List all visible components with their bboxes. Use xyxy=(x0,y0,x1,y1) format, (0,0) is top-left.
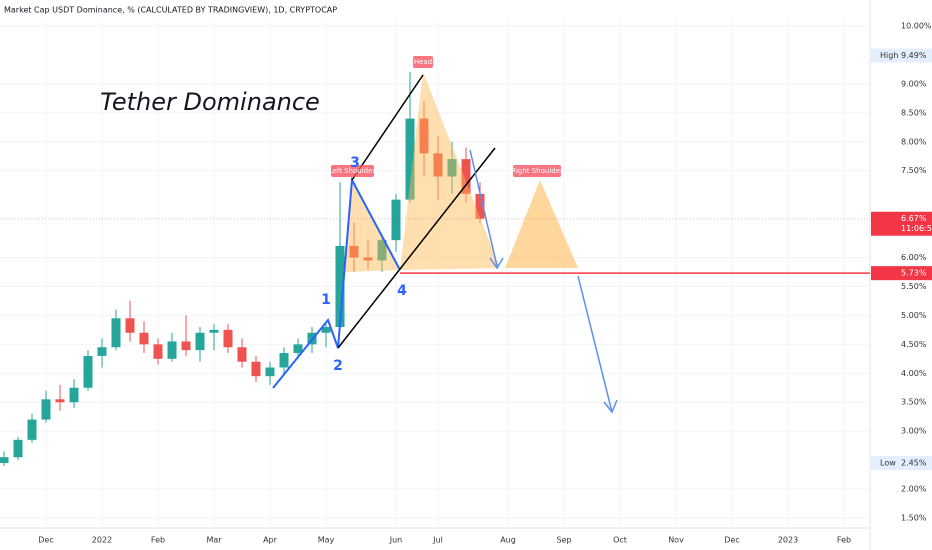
drawings: Tether Dominance Head Left Shoulder Righ… xyxy=(100,56,618,414)
candle-body xyxy=(237,347,247,362)
y-tick-label: 4.00% xyxy=(901,369,927,378)
candle-body xyxy=(209,329,219,333)
label-badge xyxy=(513,165,561,177)
chart-title: Market Cap USDT Dominance, % (CALCULATED… xyxy=(4,6,337,15)
candle-body xyxy=(27,419,37,440)
x-tick-label: Feb xyxy=(837,536,851,545)
label-badge xyxy=(413,56,433,68)
candle-body xyxy=(139,332,149,345)
y-tick-label: 10.00% xyxy=(901,22,932,31)
right-shoulder-area xyxy=(505,180,578,268)
wave-label: 2 xyxy=(333,358,343,374)
candle-body xyxy=(335,245,345,327)
x-tick-label: Jun xyxy=(389,536,403,545)
support-badge xyxy=(871,266,932,281)
candle-body xyxy=(363,257,373,261)
right-shoulder-label: Right Shoulder xyxy=(511,167,563,175)
high-marker-label: High xyxy=(880,51,898,60)
y-tick-label: 8.50% xyxy=(901,108,927,117)
candle-body xyxy=(0,457,9,463)
left-shoulder-label: Left Shoulder xyxy=(329,167,376,175)
candle-body xyxy=(223,329,233,348)
low-marker-value: 2.45% xyxy=(901,458,927,467)
candle-body xyxy=(419,118,429,154)
x-tick-label: Mar xyxy=(206,536,222,545)
y-tick-label: 3.00% xyxy=(901,427,927,436)
candle-body xyxy=(391,199,401,241)
y-tick-label: 6.00% xyxy=(901,253,927,262)
y-tick-label: 7.50% xyxy=(901,166,927,175)
wave-label: 1 xyxy=(321,292,331,308)
label-badge xyxy=(331,165,374,177)
head-area xyxy=(400,72,500,270)
y-tick-label: 2.00% xyxy=(901,485,927,494)
candle-body xyxy=(251,361,261,377)
y-tick-label: 1.50% xyxy=(901,513,927,522)
candle-body xyxy=(97,347,107,356)
candle-body xyxy=(279,353,289,368)
candle-body xyxy=(447,159,457,177)
head-label: Head xyxy=(414,58,432,66)
candle-body xyxy=(377,240,387,261)
x-tick-label: 2023 xyxy=(778,536,798,545)
x-tick-label: Dec xyxy=(724,536,739,545)
candle-body xyxy=(153,344,163,359)
x-tick-label: Sep xyxy=(556,536,571,545)
x-tick-label: Dec xyxy=(38,536,53,545)
candle-body xyxy=(195,332,205,351)
y-tick-label: 4.50% xyxy=(901,340,927,349)
x-tick-label: Apr xyxy=(263,536,278,545)
low-marker-label: Low xyxy=(880,458,896,467)
high-marker-badge xyxy=(871,48,932,63)
candle-body xyxy=(265,367,275,377)
arrow xyxy=(577,275,613,413)
trend-line xyxy=(351,74,424,181)
candle-body xyxy=(125,318,135,333)
arrow-head xyxy=(489,257,504,270)
candle-body xyxy=(475,193,485,219)
heading-annotation: Tether Dominance xyxy=(100,88,320,116)
y-tick-label: 5.00% xyxy=(901,311,927,320)
trend-line xyxy=(337,147,496,349)
candle-body xyxy=(83,355,93,388)
candle-body xyxy=(55,399,65,403)
candle-body xyxy=(167,341,177,359)
x-tick-label: Feb xyxy=(151,536,165,545)
y-tick-label: 9.00% xyxy=(901,79,927,88)
wave-label: 3 xyxy=(350,155,360,171)
x-tick-label: May xyxy=(318,536,335,545)
countdown: 11:06:59 xyxy=(901,224,932,233)
x-tick-label: Aug xyxy=(500,536,516,545)
y-tick-label: 3.50% xyxy=(901,398,927,407)
support-value: 5.73% xyxy=(901,269,927,278)
y-tick-label: 5.50% xyxy=(901,282,927,291)
y-tick-label: 8.00% xyxy=(901,137,927,146)
x-tick-label: Nov xyxy=(668,536,684,545)
high-marker-value: 9.49% xyxy=(901,51,927,60)
arrow xyxy=(469,149,498,267)
candle-body xyxy=(321,326,331,333)
last-price-badge xyxy=(871,211,932,236)
candle-body xyxy=(293,344,303,354)
candle-body xyxy=(433,153,443,177)
low-marker-badge xyxy=(871,455,932,470)
candle-body xyxy=(349,245,359,258)
candle-body xyxy=(41,399,51,420)
arrow-head xyxy=(603,399,618,414)
wave-label: 4 xyxy=(397,283,407,299)
candle-body xyxy=(405,118,415,200)
left-shoulder-area xyxy=(345,180,400,272)
x-tick-label: Jul xyxy=(432,536,443,545)
candle-body xyxy=(69,387,79,403)
candle-body xyxy=(111,318,121,348)
candle-body xyxy=(13,439,23,458)
x-tick-label: Oct xyxy=(613,536,627,545)
x-tick-label: 2022 xyxy=(92,536,112,545)
candle-body xyxy=(461,159,471,194)
last-price-value: 6.67% xyxy=(901,214,927,223)
candle-body xyxy=(181,341,191,351)
